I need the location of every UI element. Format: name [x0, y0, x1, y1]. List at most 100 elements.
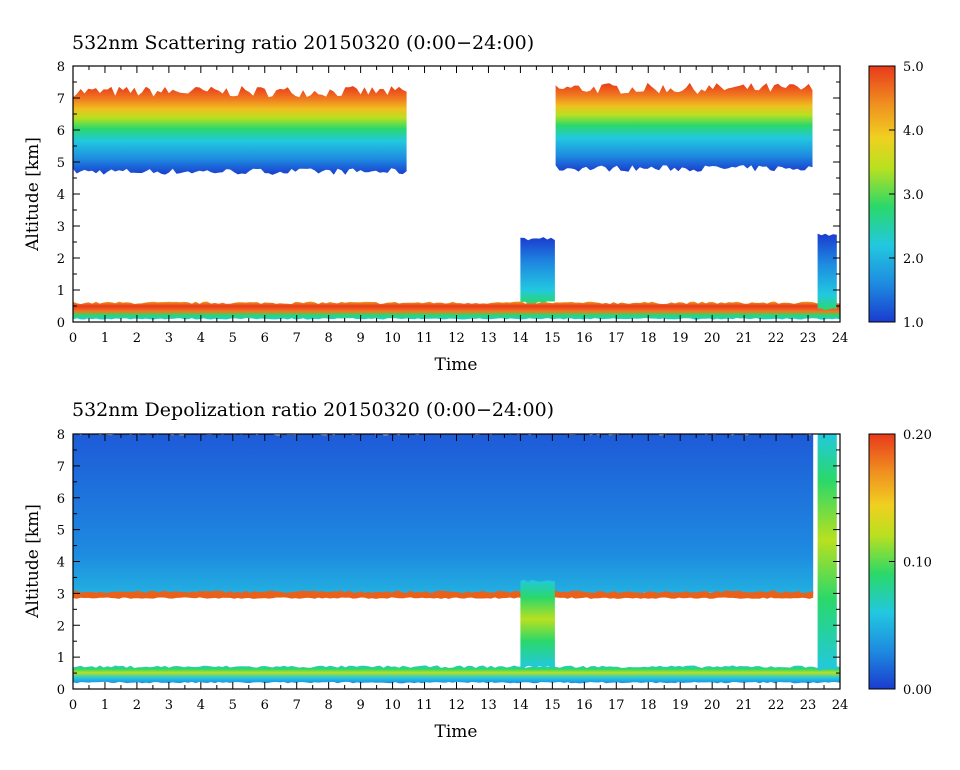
y-tick-label: 1 — [57, 651, 65, 666]
y-tick-label: 8 — [57, 428, 65, 443]
x-tick-label: 12 — [448, 698, 465, 713]
x-tick-label: 0 — [69, 331, 77, 346]
x-axis-label: Time — [435, 722, 478, 742]
x-axis: 0 1 2 3 4 5 6 7 8 9 10 11 12 13 14 15 16 17 18 19 20 21 22 23 24 — [69, 66, 848, 346]
y-tick-label: 4 — [57, 188, 65, 203]
y-tick-label: 3 — [57, 587, 65, 602]
x-tick-label: 20 — [704, 698, 721, 713]
x-axis-label: Time — [435, 355, 478, 375]
x-tick-label: 5 — [229, 331, 237, 346]
x-tick-label: 10 — [384, 331, 401, 346]
y-axis: 0 1 2 3 4 5 6 7 8 — [57, 60, 840, 331]
x-tick-label: 2 — [133, 331, 141, 346]
y-tick-label: 5 — [57, 156, 65, 171]
x-tick-label: 19 — [672, 698, 689, 713]
y-tick-label: 5 — [57, 524, 65, 539]
y-tick-label: 1 — [57, 284, 65, 299]
y-tick-label: 2 — [57, 252, 65, 267]
x-tick-label: 10 — [384, 698, 401, 713]
plot-area — [72, 65, 841, 323]
y-tick-label: 4 — [57, 556, 65, 571]
x-tick-label: 18 — [640, 698, 657, 713]
x-tick-label: 17 — [608, 331, 625, 346]
y-tick-label: 8 — [57, 60, 65, 75]
x-tick-label: 1 — [101, 698, 109, 713]
chart-title: 532nm Depolization ratio 20150320 (0:00−… — [72, 399, 554, 421]
x-tick-label: 24 — [832, 698, 849, 713]
plot-area — [72, 433, 841, 690]
data-region-column — [520, 579, 555, 668]
colorbar-tick-label: 2.0 — [903, 252, 924, 267]
scattering-ratio-panel: 532nm Scattering ratio 20150320 (0:00−24… — [23, 32, 924, 375]
x-tick-label: 12 — [448, 331, 465, 346]
y-tick-label: 7 — [57, 460, 65, 475]
x-tick-label: 14 — [512, 698, 529, 713]
x-tick-label: 15 — [544, 698, 561, 713]
data-region-layer-edge — [73, 590, 814, 599]
x-tick-label: 20 — [704, 331, 721, 346]
colorbar-tick-label: 0.10 — [903, 556, 932, 571]
y-axis-label: Altitude [km] — [23, 137, 43, 252]
data-region-upper-cloud-layer — [73, 86, 407, 175]
x-tick-label: 24 — [832, 331, 849, 346]
x-tick-label: 15 — [544, 331, 561, 346]
x-tick-label: 6 — [261, 698, 269, 713]
x-tick-label: 21 — [736, 698, 753, 713]
x-tick-label: 5 — [229, 698, 237, 713]
x-tick-label: 3 — [165, 698, 173, 713]
data-region-column — [817, 434, 837, 671]
x-tick-label: 18 — [640, 331, 657, 346]
x-tick-label: 16 — [576, 331, 593, 346]
y-tick-label: 3 — [57, 220, 65, 235]
x-tick-label: 23 — [800, 698, 817, 713]
y-tick-label: 7 — [57, 92, 65, 107]
x-tick-label: 11 — [416, 698, 433, 713]
x-tick-label: 2 — [133, 698, 141, 713]
x-tick-label: 4 — [197, 698, 205, 713]
x-tick-label: 1 — [101, 331, 109, 346]
colorbar-tick-label: 3.0 — [903, 188, 924, 203]
x-tick-label: 19 — [672, 331, 689, 346]
y-tick-label: 2 — [57, 619, 65, 634]
x-tick-label: 22 — [768, 331, 785, 346]
colorbar: 0.00 0.10 0.20 — [868, 428, 932, 698]
x-tick-label: 8 — [325, 331, 333, 346]
x-tick-label: 7 — [293, 331, 301, 346]
colorbar-tick-label: 1.0 — [903, 316, 924, 331]
x-tick-label: 16 — [576, 698, 593, 713]
data-region-boundary-layer — [73, 665, 840, 684]
y-tick-label: 0 — [57, 316, 65, 331]
x-tick-label: 17 — [608, 698, 625, 713]
x-tick-label: 7 — [293, 698, 301, 713]
y-axis-label: Altitude [km] — [23, 504, 43, 619]
data-region-upper-aerosol-layer — [73, 434, 814, 595]
colorbar-tick-label: 0.20 — [903, 428, 932, 443]
x-tick-label: 11 — [416, 331, 433, 346]
data-region-low-cloud-column — [520, 237, 555, 304]
data-region-upper-cloud-layer — [555, 82, 813, 172]
x-tick-label: 21 — [736, 331, 753, 346]
x-tick-label: 6 — [261, 331, 269, 346]
colorbar-tick-label: 0.00 — [903, 683, 932, 698]
y-axis: 0 1 2 3 4 5 6 7 8 — [57, 428, 840, 698]
y-tick-label: 6 — [57, 124, 65, 139]
y-tick-label: 6 — [57, 492, 65, 507]
x-tick-label: 0 — [69, 698, 77, 713]
chart-title: 532nm Scattering ratio 20150320 (0:00−24… — [72, 32, 534, 54]
x-tick-label: 4 — [197, 331, 205, 346]
x-tick-label: 8 — [325, 698, 333, 713]
x-tick-label: 14 — [512, 331, 529, 346]
x-tick-label: 9 — [356, 331, 364, 346]
colorbar-tick-label: 5.0 — [903, 60, 924, 75]
x-tick-label: 13 — [480, 331, 497, 346]
colorbar: 1.0 2.0 3.0 4.0 5.0 — [868, 60, 924, 331]
depolarization-ratio-panel: 532nm Depolization ratio 20150320 (0:00−… — [23, 399, 932, 742]
x-tick-label: 23 — [800, 331, 817, 346]
x-tick-label: 13 — [480, 698, 497, 713]
x-axis: 0 1 2 3 4 5 6 7 8 9 10 11 12 13 14 15 16 17 18 19 20 21 22 23 24 — [69, 434, 848, 713]
data-region-low-cloud-column — [817, 233, 837, 311]
x-tick-label: 9 — [356, 698, 364, 713]
colorbar-tick-label: 4.0 — [903, 124, 924, 139]
x-tick-label: 3 — [165, 331, 173, 346]
